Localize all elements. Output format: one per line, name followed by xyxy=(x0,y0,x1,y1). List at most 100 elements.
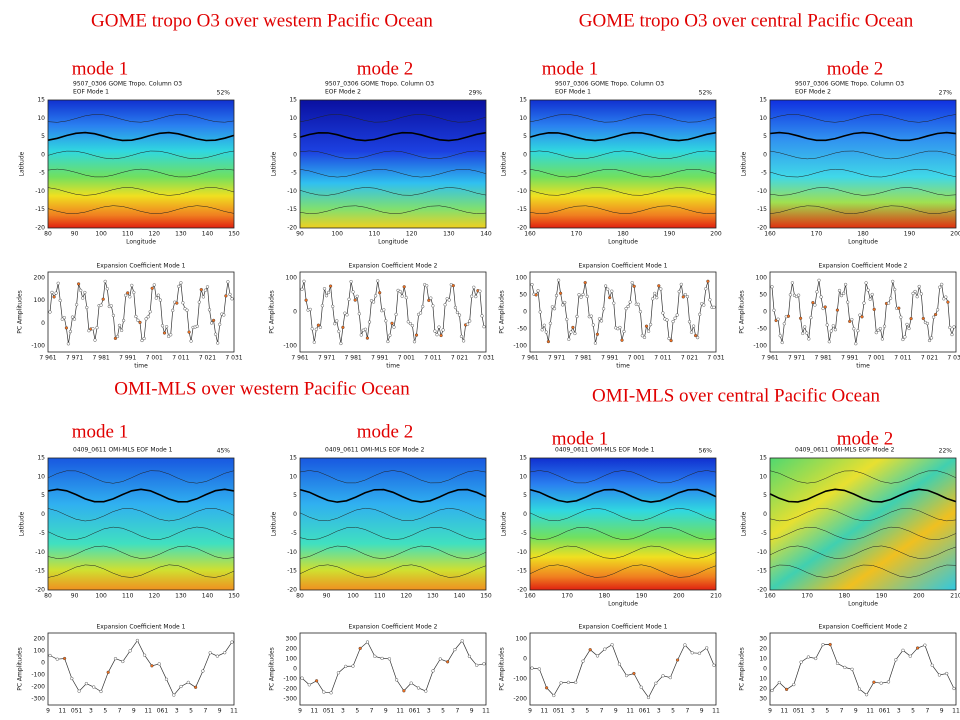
ts-ytick: 0 xyxy=(293,666,297,673)
lat-tick: 10 xyxy=(289,473,297,480)
ts-point xyxy=(925,321,929,326)
ts-point xyxy=(437,325,441,329)
ts-ytick: 100 xyxy=(516,275,528,282)
ts-point xyxy=(329,691,333,695)
ts-point xyxy=(563,300,567,305)
ts-point xyxy=(70,676,74,681)
ts-xtick: 051 xyxy=(553,708,565,715)
map-field xyxy=(530,458,716,590)
ts-point xyxy=(212,318,216,322)
ts-point xyxy=(115,334,120,339)
ts-point xyxy=(679,282,683,286)
ts-point xyxy=(453,647,457,652)
contour xyxy=(47,488,235,503)
ts-xtick: 7 011 xyxy=(172,355,189,362)
ts-point xyxy=(690,651,694,655)
map-frame xyxy=(299,457,487,591)
ts-point xyxy=(654,681,658,685)
ts-point xyxy=(886,301,891,305)
ts-point xyxy=(85,305,89,310)
ts-point xyxy=(683,293,687,297)
ts-point xyxy=(336,671,340,675)
ts-xtick: 11 xyxy=(952,708,960,715)
lat-tick: 0 xyxy=(41,151,45,158)
ts-point xyxy=(872,680,876,684)
ts-ytick: -100 xyxy=(31,343,45,350)
ts-ytick: 200 xyxy=(34,636,46,643)
ts-xtick: 11 xyxy=(396,708,404,715)
ts-point xyxy=(215,654,219,658)
ts-point xyxy=(474,295,478,299)
ts-point xyxy=(179,281,183,285)
ts-xtick: 7 001 xyxy=(628,355,645,362)
ts-point xyxy=(447,298,451,302)
ts-point xyxy=(363,327,367,331)
lat-tick: -10 xyxy=(35,188,45,195)
ts-xtick: 7 xyxy=(685,708,689,715)
lat-tick: 5 xyxy=(763,492,767,499)
ts-point xyxy=(866,288,870,292)
ts-title: Expansion Coefficient Mode 1 xyxy=(97,624,186,631)
ts-ytick: 20 xyxy=(759,686,767,693)
ts-ylabel: PC Amplitudes xyxy=(499,647,506,691)
ts-ylabel: PC Amplitudes xyxy=(269,647,276,691)
ts-xtick: 7 031 xyxy=(707,355,724,362)
ts-point xyxy=(164,677,169,681)
lat-tick: 10 xyxy=(759,473,767,480)
mode-label: mode 2 xyxy=(357,58,413,79)
ts-point xyxy=(815,290,819,294)
ts-point xyxy=(677,290,681,294)
section-title: OMI-MLS over western Pacific Ocean xyxy=(114,378,410,399)
ts-point xyxy=(93,338,97,342)
ts-point xyxy=(848,319,852,323)
ts-ytick: -50 xyxy=(757,326,767,333)
lon-tick: 110 xyxy=(369,231,381,238)
lat-tick: -5 xyxy=(39,530,45,537)
ts-xtick: 5 xyxy=(585,708,589,715)
lon-tick: 180 xyxy=(599,593,611,600)
ts-point xyxy=(534,293,538,297)
ts-ytick: 10 xyxy=(759,676,767,683)
ts-xtick: 11 xyxy=(866,708,874,715)
ts-point xyxy=(384,319,388,323)
ts-point xyxy=(380,656,384,660)
ts-point xyxy=(857,687,861,691)
lat-tick: -20 xyxy=(287,587,297,594)
lat-tick: -15 xyxy=(757,568,767,575)
lat-tick: -20 xyxy=(35,587,45,594)
ts-point xyxy=(552,307,557,311)
lon-tick: 120 xyxy=(149,231,161,238)
ts-point xyxy=(856,329,860,333)
ts-xtick: 7 991 xyxy=(119,355,136,362)
ts-point xyxy=(406,320,410,324)
lat-tick: -15 xyxy=(35,568,45,575)
ts-title: Expansion Coefficient Mode 2 xyxy=(819,624,908,631)
lon-tick: 80 xyxy=(296,593,304,600)
ts-point xyxy=(620,338,624,342)
lon-tick: 190 xyxy=(664,231,676,238)
lon-tick: 200 xyxy=(950,231,960,238)
ts-xtick: 9 xyxy=(384,708,388,715)
ts-point xyxy=(622,329,626,334)
map-header: 9507_0306 GOME Tropo. Column O3 xyxy=(555,81,664,88)
ts-point xyxy=(581,659,585,663)
ts-title: Expansion Coefficient Mode 1 xyxy=(97,263,186,270)
ts-point xyxy=(839,294,844,298)
ts-point xyxy=(860,315,864,319)
ts-point xyxy=(905,322,909,326)
contour xyxy=(769,545,957,559)
ts-point xyxy=(574,680,578,684)
ts-point xyxy=(542,323,546,327)
ts-point xyxy=(538,310,542,314)
contour xyxy=(769,564,957,578)
lon-tick: 210 xyxy=(950,593,960,600)
ts-ytick: 200 xyxy=(34,275,46,282)
ts-point xyxy=(588,648,592,652)
ts-point xyxy=(195,324,199,328)
ts-xtick: 9 xyxy=(940,708,944,715)
map-xlabel: Longitude xyxy=(608,601,638,608)
contour xyxy=(299,205,487,214)
ts-point xyxy=(113,656,118,661)
ts-point xyxy=(414,333,419,337)
ts-point xyxy=(134,314,138,319)
